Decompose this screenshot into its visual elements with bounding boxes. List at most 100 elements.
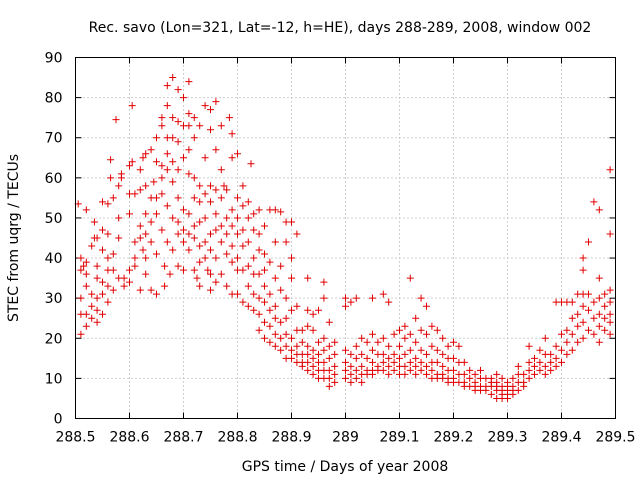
data-point <box>169 178 177 186</box>
data-point <box>261 334 268 342</box>
data-point <box>99 246 106 254</box>
data-point <box>450 338 457 346</box>
data-point <box>158 190 166 198</box>
data-point <box>385 354 393 362</box>
data-point <box>255 246 263 254</box>
data-point <box>606 286 614 294</box>
data-point <box>185 230 193 238</box>
data-point <box>82 258 90 266</box>
data-point <box>271 206 279 214</box>
data-point <box>558 346 565 354</box>
x-tick-label: 289.5 <box>595 430 635 446</box>
data-point <box>104 230 112 238</box>
data-point <box>277 208 285 216</box>
x-tick-label: 289.3 <box>487 430 527 446</box>
data-point <box>304 306 312 314</box>
data-point <box>169 114 177 122</box>
data-point <box>271 330 279 338</box>
x-tick-label: 288.6 <box>109 430 149 446</box>
data-point <box>585 238 592 246</box>
data-point <box>277 334 285 342</box>
data-point <box>347 378 355 386</box>
data-point <box>595 294 603 302</box>
data-point <box>142 254 150 262</box>
data-point <box>509 374 517 382</box>
data-point <box>266 338 274 346</box>
data-point <box>223 250 231 258</box>
data-point <box>450 366 457 374</box>
data-point <box>579 334 587 342</box>
data-point <box>325 342 333 350</box>
data-point <box>223 214 231 222</box>
data-point <box>80 262 88 270</box>
data-point <box>331 350 339 358</box>
data-point <box>536 366 544 374</box>
data-point <box>385 370 393 378</box>
data-point <box>88 302 96 310</box>
data-point <box>417 326 425 334</box>
data-point <box>207 106 214 114</box>
data-point <box>107 156 115 164</box>
data-point <box>390 330 398 338</box>
y-tick-label: 40 <box>45 251 63 267</box>
data-point <box>304 342 312 350</box>
data-point <box>99 278 106 286</box>
data-point <box>255 294 263 302</box>
data-point <box>293 342 301 350</box>
data-point <box>288 306 295 314</box>
data-point <box>126 278 133 286</box>
data-point <box>109 266 117 274</box>
data-point <box>228 206 236 214</box>
data-point <box>147 146 155 154</box>
data-point <box>417 358 425 366</box>
data-point <box>563 326 571 334</box>
data-point <box>309 326 317 334</box>
data-point <box>342 302 349 310</box>
data-point <box>107 174 115 182</box>
y-tick-label: 0 <box>54 412 63 428</box>
data-point <box>352 294 360 302</box>
data-point <box>250 210 258 218</box>
data-point <box>250 306 258 314</box>
data-point <box>180 206 187 214</box>
data-point <box>201 254 209 262</box>
data-point <box>150 178 158 186</box>
data-point <box>331 362 339 370</box>
data-point <box>412 362 420 370</box>
data-point <box>288 274 295 282</box>
data-point <box>228 242 236 250</box>
data-point <box>320 294 328 302</box>
data-point <box>536 346 544 354</box>
data-point <box>282 294 290 302</box>
data-point <box>185 146 193 154</box>
data-point <box>277 262 285 270</box>
data-point <box>128 102 136 110</box>
data-point <box>547 358 555 366</box>
data-point <box>547 350 555 358</box>
data-point <box>574 322 582 330</box>
data-point <box>428 366 436 374</box>
data-point <box>606 318 614 326</box>
data-point <box>255 230 263 238</box>
data-point <box>180 226 187 234</box>
data-point <box>131 238 139 246</box>
data-point <box>412 314 420 322</box>
data-point <box>558 358 565 366</box>
data-point <box>428 322 436 330</box>
data-point <box>190 174 198 182</box>
data-point <box>82 282 90 290</box>
data-point <box>99 290 106 298</box>
data-point <box>234 290 241 298</box>
data-point <box>163 102 171 110</box>
data-point <box>90 218 98 226</box>
data-point <box>212 146 220 154</box>
data-point <box>428 342 436 350</box>
data-point <box>190 194 198 202</box>
data-point <box>417 366 425 374</box>
data-point <box>180 238 187 246</box>
data-point <box>406 274 414 282</box>
data-point <box>514 386 522 394</box>
data-point <box>234 230 241 238</box>
data-point <box>358 378 366 386</box>
data-point <box>487 390 495 398</box>
